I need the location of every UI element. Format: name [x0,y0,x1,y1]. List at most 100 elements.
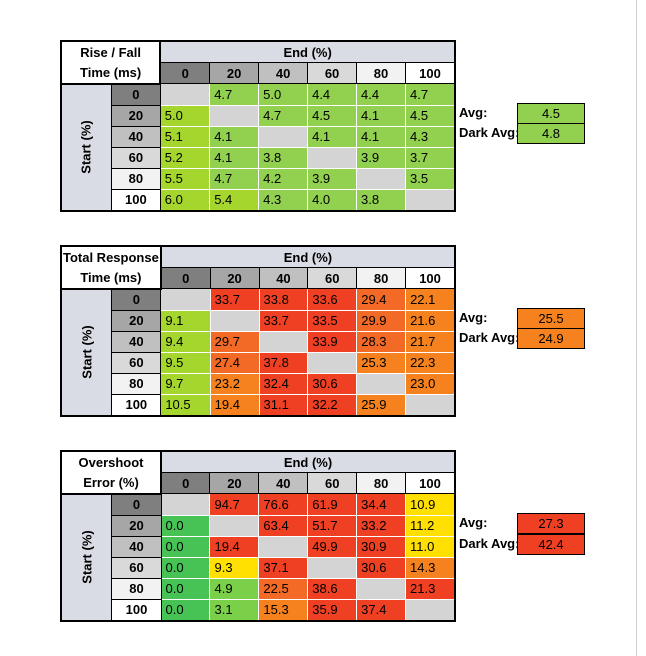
start-percent-text: Start (%) [79,530,95,584]
value-cell: 27.4 [209,351,260,374]
value-cell: 3.9 [307,167,358,190]
start-percent-label: Start (%) [60,493,113,622]
value-cell: 3.8 [356,188,406,212]
value-cell: 14.3 [405,556,457,579]
column-header: 20 [209,472,260,494]
row-header: 40 [110,125,161,148]
row-header: 20 [111,514,162,537]
value-cell: 28.3 [356,330,407,353]
value-cell: 4.7 [209,167,260,190]
value-cell: 3.5 [405,167,456,190]
value-cell: 19.4 [209,393,260,417]
row-header: 100 [111,598,162,622]
table-title-line1: Rise / Fall [59,40,162,63]
value-cell: 4.1 [209,125,260,148]
diagonal-cell [356,577,407,600]
value-cell: 32.4 [258,372,309,395]
end-percent-header: End (%) [160,40,456,63]
value-cell: 0.0 [160,535,211,558]
value-cell: 32.2 [307,393,358,417]
dark-avg-label-rise-fall: Dark Avg: [459,125,520,140]
table-title-line1: Overshoot [59,450,163,473]
dark-avg-label-overshoot: Dark Avg: [459,536,520,551]
value-cell: 35.9 [307,598,358,622]
result-grid: Rise / Fall End (%) Time (ms) 0 20 40 60 80 100 S… [59,40,456,212]
value-cell: 0.0 [160,598,211,622]
diagonal-cell [307,556,358,579]
start-percent-text: Start (%) [79,325,95,379]
diagonal-cell [209,514,260,537]
value-cell: 33.8 [258,288,309,311]
page-edge-line [636,0,637,656]
value-cell: 5.5 [159,167,211,190]
row-header: 20 [110,104,161,127]
value-cell: 29.9 [356,309,407,332]
value-cell: 38.6 [307,577,358,600]
value-cell: 11.2 [405,514,457,537]
value-cell: 30.6 [356,556,407,579]
column-header: 0 [159,62,211,84]
row-header: 100 [110,188,161,212]
dark-avg-label-total-response: Dark Avg: [459,330,520,345]
value-cell: 9.7 [160,372,211,395]
end-percent-header: End (%) [160,245,457,268]
row-header: 0 [111,288,162,311]
value-cell: 21.6 [405,309,457,332]
column-header: 100 [405,62,456,84]
end-percent-header: End (%) [161,450,456,473]
diagonal-cell [356,167,406,190]
value-cell: 10.9 [405,493,457,516]
column-header: 40 [258,472,309,494]
diagonal-cell [209,104,260,127]
value-cell: 5.0 [258,83,309,106]
row-header: 60 [110,146,161,169]
value-cell: 33.7 [209,288,260,311]
column-header: 100 [405,267,457,289]
value-cell: 4.7 [209,83,260,106]
value-cell: 3.7 [405,146,456,169]
table-title-line2: Error (%) [59,472,163,495]
diagonal-cell [209,309,260,332]
row-header: 80 [111,372,162,395]
value-cell: 4.4 [356,83,406,106]
value-cell: 9.5 [160,351,211,374]
column-header: 80 [356,62,406,84]
start-percent-text: Start (%) [78,120,94,174]
value-cell: 4.1 [356,104,406,127]
value-cell: 19.4 [209,535,260,558]
value-cell: 33.2 [356,514,407,537]
column-header: 20 [209,62,260,84]
diagonal-cell [356,372,407,395]
diagonal-cell [160,493,211,516]
value-cell: 4.1 [356,125,406,148]
diagonal-cell [307,146,358,169]
start-percent-label: Start (%) [59,83,112,212]
column-header: 20 [209,267,260,289]
value-cell: 6.0 [159,188,211,212]
row-header: 0 [111,493,162,516]
dark-avg-value-total-response: 24.9 [517,328,585,349]
value-cell: 4.1 [209,146,260,169]
column-header: 40 [258,267,309,289]
value-cell: 49.9 [307,535,358,558]
value-cell: 0.0 [160,577,211,600]
value-cell: 23.2 [209,372,260,395]
row-header: 40 [111,535,162,558]
table-title-line2: Time (ms) [59,62,162,85]
value-cell: 11.0 [405,535,457,558]
row-header: 60 [111,351,162,374]
value-cell: 4.2 [258,167,309,190]
value-cell: 5.4 [209,188,260,212]
value-cell: 22.1 [405,288,457,311]
value-cell: 5.2 [159,146,211,169]
table-title-line1: Total Response [60,245,162,268]
diagonal-cell [405,598,457,622]
column-header: 80 [356,472,407,494]
column-header: 60 [307,267,358,289]
result-grid: Total Response End (%) Time (ms) 0 20 40 60 80 1… [60,245,457,417]
value-cell: 61.9 [307,493,358,516]
value-cell: 21.3 [405,577,457,600]
value-cell: 33.7 [258,309,309,332]
avg-value-overshoot: 27.3 [517,513,585,534]
value-cell: 4.9 [209,577,260,600]
